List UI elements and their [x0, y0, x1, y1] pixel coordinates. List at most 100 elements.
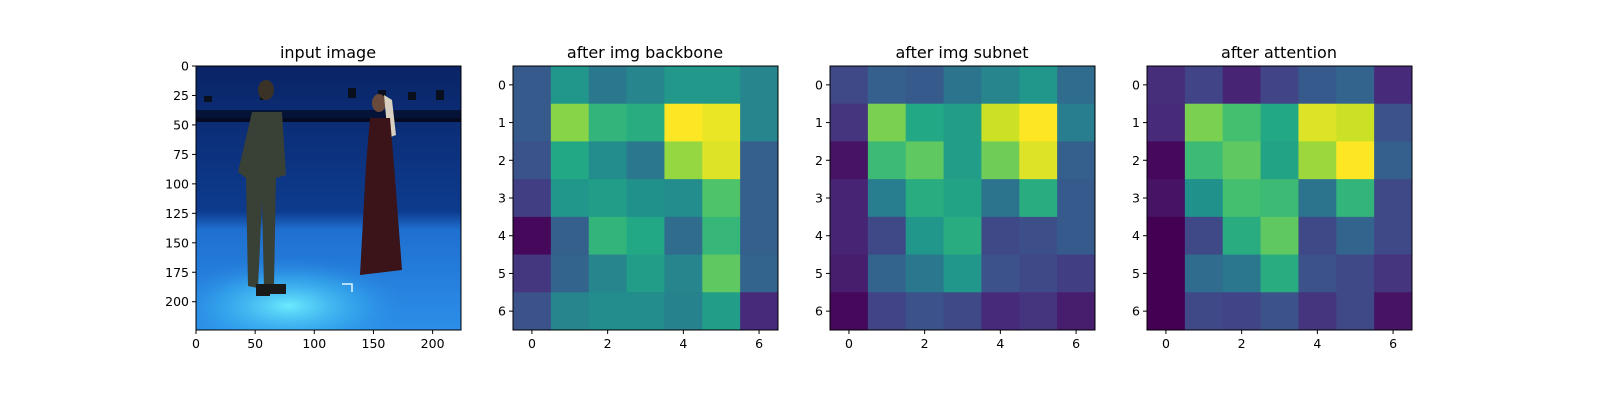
heatmap-cell — [905, 141, 945, 180]
heatmap-cell — [905, 254, 945, 293]
y-tick-label: 2 — [1132, 153, 1140, 168]
panel-after-attention: after attention 0 2 4 6 0 1 2 3 4 5 6 — [1132, 43, 1413, 351]
heatmap-cell — [1336, 66, 1375, 105]
heatmap-cell — [867, 254, 907, 293]
heatmap-cell — [1184, 141, 1224, 180]
y-tick-label: 25 — [173, 88, 189, 103]
heatmap-cell — [1057, 103, 1096, 142]
axes: 0 50 100 150 200 0 25 50 75 100 125 150 175 200 — [165, 59, 444, 352]
heatmap-cell — [943, 141, 982, 180]
panel-after-img-backbone: after img backbone 0 2 4 6 0 1 2 3 4 5 6 — [498, 43, 779, 351]
heatmap-cell — [1336, 216, 1375, 256]
panel-title: after img subnet — [895, 43, 1028, 62]
heatmap-cell — [1336, 254, 1375, 293]
heatmap-cell — [867, 179, 907, 218]
heatmap-cell — [1374, 254, 1413, 293]
heatmap-cell — [550, 103, 590, 142]
y-tick-label: 1 — [815, 115, 823, 130]
heatmap-cell — [1374, 292, 1413, 331]
heatmap-cell — [740, 66, 779, 105]
axes: 0 2 4 6 0 1 2 3 4 5 6 — [1132, 77, 1397, 351]
heatmap-cells — [1146, 65, 1413, 331]
y-tick-label: 1 — [1132, 115, 1140, 130]
heatmap-cell — [588, 179, 628, 218]
heatmap-cell — [702, 254, 741, 293]
heatmap-cell — [740, 103, 779, 142]
heatmap-cell — [1298, 141, 1337, 180]
photo-floor-glow — [196, 220, 461, 330]
heatmap-cell — [830, 141, 869, 180]
heatmap-cell — [981, 141, 1020, 180]
heatmap-cell — [943, 103, 982, 142]
y-tick-label: 5 — [1132, 266, 1140, 281]
heatmap-cell — [550, 292, 590, 331]
y-tick-label: 0 — [815, 77, 823, 92]
y-tick-label: 125 — [165, 206, 189, 221]
heatmap-cell — [702, 179, 741, 218]
heatmap-cell — [830, 254, 869, 293]
heatmap-cell — [1057, 66, 1096, 105]
heatmap-cell — [943, 216, 982, 256]
photo — [195, 65, 462, 331]
x-tick-label: 4 — [679, 336, 687, 351]
y-tick-label: 75 — [173, 147, 189, 162]
heatmap-cell — [550, 141, 590, 180]
y-tick-label: 5 — [815, 266, 823, 281]
heatmap-cell — [702, 66, 741, 105]
heatmap-cell — [1019, 103, 1058, 142]
x-tick-label: 6 — [1072, 336, 1080, 351]
heatmap-cell — [1147, 179, 1186, 218]
heatmap-cell — [1057, 292, 1096, 331]
heatmap-cell — [905, 179, 945, 218]
y-tick-label: 50 — [173, 117, 189, 132]
heatmap-cell — [1298, 292, 1337, 331]
x-tick-label: 0 — [192, 336, 200, 351]
heatmap-cell — [513, 216, 552, 256]
heatmap-cell — [740, 141, 779, 180]
y-tick-label: 100 — [165, 176, 189, 191]
x-tick-label: 150 — [362, 336, 386, 351]
y-tick-label: 4 — [815, 228, 823, 243]
heatmap-cell — [626, 216, 665, 256]
heatmap-cell — [1260, 141, 1299, 180]
heatmap-cell — [1336, 179, 1375, 218]
x-tick-label: 0 — [845, 336, 853, 351]
heatmap-cell — [1057, 216, 1096, 256]
heatmap-cell — [1184, 254, 1224, 293]
heatmap-cells — [512, 65, 779, 331]
heatmap-cell — [513, 103, 552, 142]
heatmap-cell — [981, 216, 1020, 256]
y-tick-label: 150 — [165, 235, 189, 250]
x-tick-label: 2 — [604, 336, 612, 351]
axes: 0 2 4 6 0 1 2 3 4 5 6 — [815, 77, 1080, 351]
heatmap-cell — [981, 66, 1020, 105]
heatmap-cell — [1184, 179, 1224, 218]
heatmap-cell — [588, 292, 628, 331]
heatmap-cell — [702, 141, 741, 180]
y-tick-label: 200 — [165, 294, 189, 309]
heatmap-cell — [1374, 179, 1413, 218]
x-tick-label: 200 — [421, 336, 445, 351]
heatmap-cell — [740, 254, 779, 293]
heatmap-cell — [1374, 66, 1413, 105]
heatmap-cell — [1260, 179, 1299, 218]
y-tick-label: 6 — [1132, 304, 1140, 319]
heatmap-cell — [943, 179, 982, 218]
x-tick-label: 4 — [996, 336, 1004, 351]
heatmap-cell — [1222, 254, 1262, 293]
heatmap-cell — [867, 216, 907, 256]
heatmap-cell — [1184, 292, 1224, 331]
heatmap-cell — [1260, 66, 1299, 105]
heatmap-cell — [1260, 292, 1299, 331]
heatmap-cell — [1222, 103, 1262, 142]
x-tick-label: 0 — [1162, 336, 1170, 351]
heatmap-cell — [1298, 254, 1337, 293]
heatmap-cell — [905, 292, 945, 331]
heatmap-cell — [1184, 103, 1224, 142]
heatmap-cell — [1147, 103, 1186, 142]
y-tick-label: 0 — [1132, 77, 1140, 92]
heatmap-cell — [664, 292, 703, 331]
y-tick-label: 4 — [498, 228, 506, 243]
person-left — [238, 80, 286, 296]
